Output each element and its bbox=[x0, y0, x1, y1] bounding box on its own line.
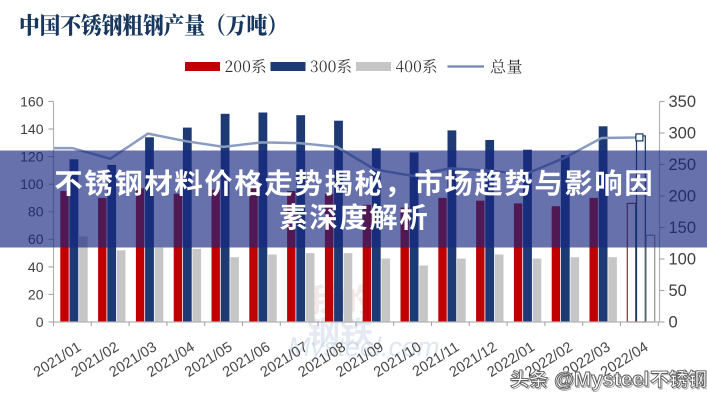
svg-text:40: 40 bbox=[28, 259, 44, 275]
svg-text:@Mysteel: @Mysteel bbox=[554, 368, 649, 391]
svg-text:300: 300 bbox=[669, 125, 697, 143]
svg-text:160: 160 bbox=[20, 93, 44, 109]
svg-text:Mysteel.com: Mysteel.com bbox=[288, 332, 440, 362]
svg-text:100: 100 bbox=[669, 251, 697, 269]
svg-text:20: 20 bbox=[28, 286, 44, 302]
svg-text:@Mysteel: @Mysteel bbox=[555, 369, 650, 392]
svg-text:0: 0 bbox=[36, 314, 44, 330]
svg-text:140: 140 bbox=[20, 121, 44, 137]
svg-text:350: 350 bbox=[669, 93, 697, 111]
svg-text:50: 50 bbox=[669, 282, 687, 300]
svg-text:0: 0 bbox=[669, 314, 678, 332]
